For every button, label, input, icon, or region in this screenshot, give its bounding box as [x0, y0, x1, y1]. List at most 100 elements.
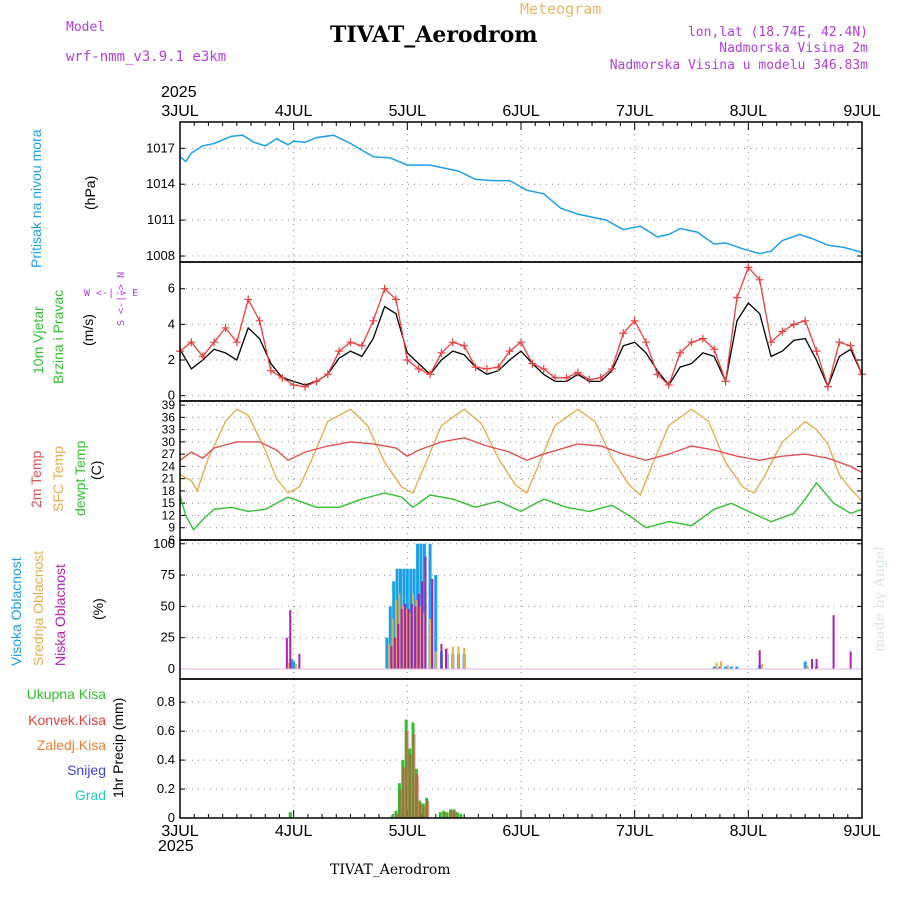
y-tick-label: 12 — [162, 508, 176, 522]
cloud-bar — [394, 600, 397, 669]
page-title: TIVAT_Aerodrom — [330, 22, 538, 48]
wind-gust-marker — [789, 320, 798, 329]
x-tick-label-bottom: 3JUL — [161, 823, 198, 840]
model-label: Model — [66, 20, 106, 35]
station-elevation: Nadmorska Visina 2m — [719, 41, 868, 56]
cloud-bar — [729, 666, 733, 669]
precip-bar — [459, 813, 463, 818]
x-tick-label-top: 3JUL — [161, 103, 198, 120]
cloud-bar — [399, 568, 403, 669]
y-tick-label: 30 — [162, 435, 176, 449]
wind-gust-marker — [471, 363, 480, 372]
wind-gust-marker — [198, 352, 207, 361]
wind-gust-marker — [846, 341, 855, 350]
wind-gust-marker — [210, 338, 219, 347]
wind-gust-marker — [801, 316, 810, 325]
precip-bar — [455, 812, 459, 818]
wind-gust-marker — [266, 366, 275, 375]
cloud-bar — [724, 666, 728, 669]
cloud-bar — [408, 612, 411, 669]
cloud-bar — [407, 608, 410, 669]
cloud-bar — [760, 663, 763, 669]
y-tick-label: 36 — [162, 410, 176, 424]
wind-gust-marker — [380, 284, 389, 293]
panel-frame — [179, 678, 863, 819]
precip-bar — [422, 806, 426, 818]
y-tick-label: 4 — [168, 316, 175, 331]
wind-gust-marker — [278, 373, 287, 382]
precip-bar — [391, 815, 395, 818]
wind-gust-marker — [721, 377, 730, 386]
y-tick-label: 2 — [168, 352, 175, 367]
y-tick-label: 75 — [161, 567, 175, 582]
wind-gust-marker — [494, 363, 503, 372]
cloud-bar — [401, 606, 404, 669]
y-tick-label: 6 — [168, 281, 175, 296]
wind-gust-marker — [767, 338, 776, 347]
year-top: 2025 — [161, 84, 197, 101]
cloud-bar — [451, 646, 454, 669]
y-tick-label: 27 — [162, 447, 176, 461]
cloud-bar — [832, 615, 835, 669]
wind-gust-marker — [312, 377, 321, 386]
wind-gust-marker — [482, 364, 491, 373]
dewpt-temp-line — [179, 481, 863, 532]
wind-gust-marker — [607, 364, 616, 373]
wind-compass-we: W <-|-> E — [84, 288, 139, 299]
precip-bar — [419, 803, 423, 818]
x-tick-label-bottom: 5JUL — [389, 823, 426, 840]
wind-gust-marker — [232, 338, 241, 347]
model-elevation: Nadmorska Visina u modelu 346.83m — [609, 58, 868, 73]
temp2m-line — [179, 437, 863, 474]
cloud-bar — [395, 568, 399, 669]
cloud-bar — [446, 647, 449, 669]
wind-gust-marker — [778, 327, 787, 336]
cloud-bar — [720, 661, 723, 669]
y-tick-label: 0.4 — [157, 752, 175, 767]
cloud-bar — [402, 568, 406, 669]
cloud-bar — [285, 637, 288, 669]
cloud-bar — [422, 612, 425, 669]
cloud-bar — [429, 618, 432, 669]
wind-gust-marker — [289, 380, 298, 389]
cloud-bar — [289, 610, 292, 669]
cloud-bar — [412, 593, 415, 669]
cloud-bar — [463, 647, 466, 669]
cloud-bar — [415, 600, 418, 669]
panel-frame — [179, 400, 863, 541]
precip-bar — [443, 812, 447, 818]
cloud-bar — [289, 658, 293, 669]
x-tick-label-top: 5JUL — [389, 103, 426, 120]
y-tick-label: 0 — [168, 661, 175, 676]
cloud-bar — [391, 618, 394, 669]
cloud-bar — [294, 663, 297, 669]
x-tick-label-bottom: 6JUL — [502, 823, 539, 840]
cloud-bar — [292, 661, 296, 669]
station-lonlat: lon,lat (18.74E, 42.4N) — [687, 25, 868, 40]
wind-gust-marker — [551, 373, 560, 382]
precip-bar — [409, 754, 413, 818]
cloud-bar — [405, 568, 409, 669]
cloud-bar — [431, 578, 434, 669]
rain-total-label: Ukupna Kisa — [26, 686, 106, 702]
wind-gust-marker — [630, 316, 639, 325]
wind-gust-marker — [812, 347, 821, 356]
snow-label: Snijeg — [67, 762, 106, 778]
precip-bar — [445, 812, 449, 818]
wind-gust-marker — [301, 382, 310, 391]
precip-bar — [453, 810, 457, 818]
wind-gust-marker — [505, 347, 514, 356]
cloud-bar — [393, 637, 396, 669]
x-tick-label-bottom: 4JUL — [275, 823, 312, 840]
cloud-bar — [397, 623, 400, 669]
x-tick-label-bottom: 8JUL — [730, 823, 767, 840]
y-tick-label: 1011 — [147, 212, 175, 227]
wind-gust-marker — [642, 338, 651, 347]
cloud-bar — [735, 666, 739, 669]
cloud-bar — [434, 575, 438, 669]
cloud-bar — [410, 603, 413, 669]
precip-bar — [426, 800, 430, 818]
y-tick-label: 50 — [161, 598, 175, 613]
y-tick-label: 0 — [168, 810, 175, 825]
